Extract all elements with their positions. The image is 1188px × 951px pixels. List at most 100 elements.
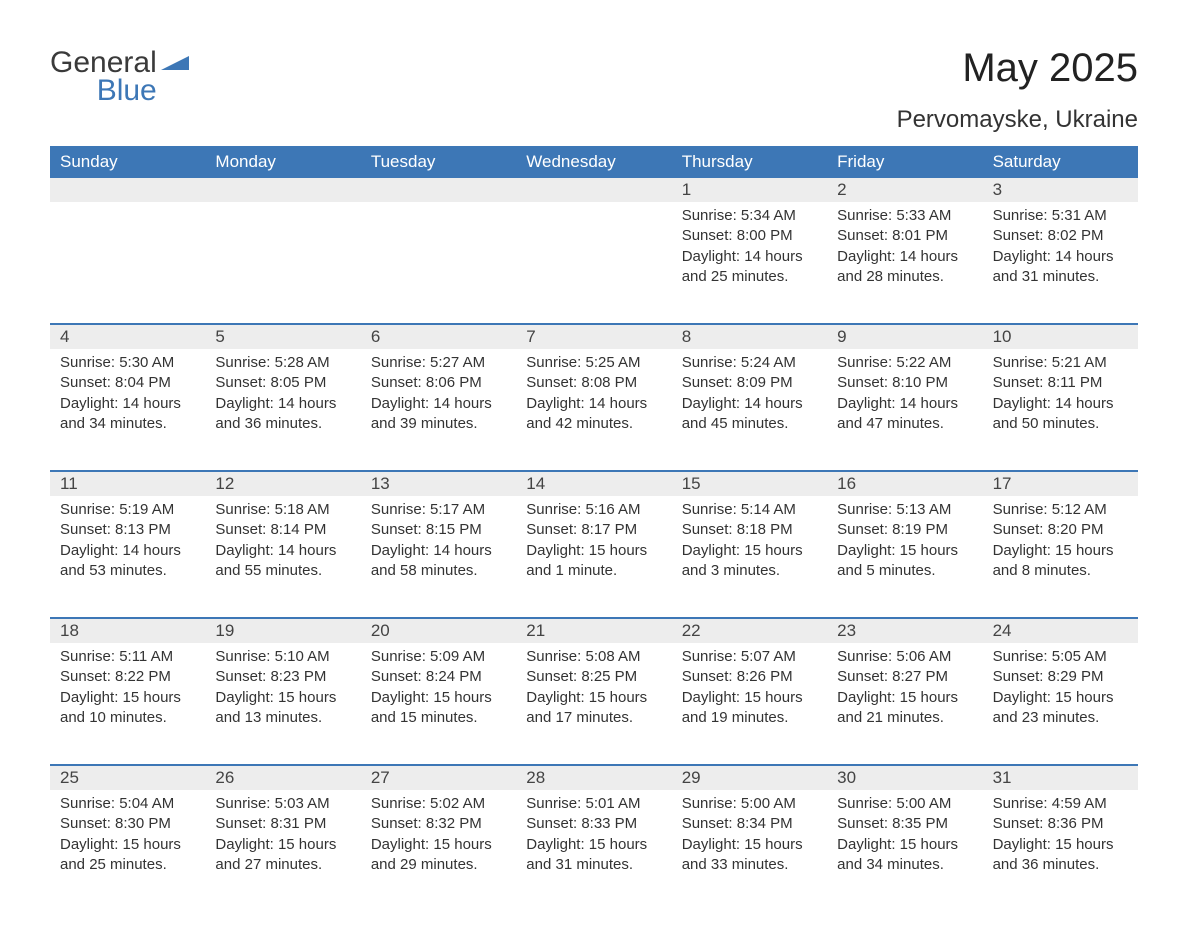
day-cell: Sunrise: 5:30 AMSunset: 8:04 PMDaylight:… — [50, 349, 205, 470]
day-info-line: Sunrise: 4:59 AM — [993, 794, 1128, 814]
day-cell: Sunrise: 5:07 AMSunset: 8:26 PMDaylight:… — [672, 643, 827, 764]
day-info-line: Daylight: 15 hours and 29 minutes. — [371, 835, 506, 876]
weekday-header: Thursday — [672, 146, 827, 178]
day-number: 1 — [672, 178, 827, 202]
day-number: 7 — [516, 325, 671, 349]
day-info-line: Daylight: 15 hours and 5 minutes. — [837, 541, 972, 582]
day-info-line: Sunset: 8:09 PM — [682, 373, 817, 393]
day-cell: Sunrise: 5:28 AMSunset: 8:05 PMDaylight:… — [205, 349, 360, 470]
day-info-line: Sunrise: 5:24 AM — [682, 353, 817, 373]
day-info-line: Sunrise: 5:19 AM — [60, 500, 195, 520]
day-info-line: Sunset: 8:36 PM — [993, 814, 1128, 834]
day-cell: Sunrise: 4:59 AMSunset: 8:36 PMDaylight:… — [983, 790, 1138, 911]
day-cell — [516, 202, 671, 323]
day-info-line: Sunrise: 5:03 AM — [215, 794, 350, 814]
week-row: 45678910Sunrise: 5:30 AMSunset: 8:04 PMD… — [50, 323, 1138, 470]
day-number: 8 — [672, 325, 827, 349]
day-info-line: Daylight: 15 hours and 31 minutes. — [526, 835, 661, 876]
day-info-line: Sunrise: 5:31 AM — [993, 206, 1128, 226]
day-cell: Sunrise: 5:19 AMSunset: 8:13 PMDaylight:… — [50, 496, 205, 617]
day-info-line: Daylight: 15 hours and 21 minutes. — [837, 688, 972, 729]
day-info-line: Sunrise: 5:13 AM — [837, 500, 972, 520]
day-info-line: Daylight: 14 hours and 53 minutes. — [60, 541, 195, 582]
day-info-line: Daylight: 14 hours and 58 minutes. — [371, 541, 506, 582]
day-cell: Sunrise: 5:02 AMSunset: 8:32 PMDaylight:… — [361, 790, 516, 911]
day-info-line: Sunrise: 5:00 AM — [837, 794, 972, 814]
day-cell: Sunrise: 5:14 AMSunset: 8:18 PMDaylight:… — [672, 496, 827, 617]
day-info-line: Sunset: 8:11 PM — [993, 373, 1128, 393]
day-number: 18 — [50, 619, 205, 643]
day-number: 15 — [672, 472, 827, 496]
day-info-line: Sunset: 8:00 PM — [682, 226, 817, 246]
day-number: 24 — [983, 619, 1138, 643]
day-info-line: Sunrise: 5:12 AM — [993, 500, 1128, 520]
day-cell: Sunrise: 5:25 AMSunset: 8:08 PMDaylight:… — [516, 349, 671, 470]
week-row: 18192021222324Sunrise: 5:11 AMSunset: 8:… — [50, 617, 1138, 764]
day-info-line: Sunrise: 5:02 AM — [371, 794, 506, 814]
day-info-line: Sunset: 8:10 PM — [837, 373, 972, 393]
weekday-header: Sunday — [50, 146, 205, 178]
day-number: 9 — [827, 325, 982, 349]
day-number: 12 — [205, 472, 360, 496]
day-info-line: Sunset: 8:13 PM — [60, 520, 195, 540]
day-cell: Sunrise: 5:12 AMSunset: 8:20 PMDaylight:… — [983, 496, 1138, 617]
day-info-line: Sunrise: 5:01 AM — [526, 794, 661, 814]
day-info-line: Daylight: 15 hours and 27 minutes. — [215, 835, 350, 876]
day-info-line: Sunset: 8:04 PM — [60, 373, 195, 393]
day-number-row: 18192021222324 — [50, 619, 1138, 643]
weeks-container: 123Sunrise: 5:34 AMSunset: 8:00 PMDaylig… — [50, 178, 1138, 911]
day-info-line: Daylight: 15 hours and 3 minutes. — [682, 541, 817, 582]
day-info-line: Sunset: 8:25 PM — [526, 667, 661, 687]
day-cell: Sunrise: 5:31 AMSunset: 8:02 PMDaylight:… — [983, 202, 1138, 323]
day-number: 5 — [205, 325, 360, 349]
day-cell: Sunrise: 5:34 AMSunset: 8:00 PMDaylight:… — [672, 202, 827, 323]
day-info-line: Sunset: 8:32 PM — [371, 814, 506, 834]
day-info-line: Sunrise: 5:11 AM — [60, 647, 195, 667]
day-number: 29 — [672, 766, 827, 790]
day-info-line: Sunset: 8:34 PM — [682, 814, 817, 834]
day-cell: Sunrise: 5:06 AMSunset: 8:27 PMDaylight:… — [827, 643, 982, 764]
day-info-line: Sunset: 8:15 PM — [371, 520, 506, 540]
day-info-line: Sunset: 8:23 PM — [215, 667, 350, 687]
day-info-line: Daylight: 14 hours and 45 minutes. — [682, 394, 817, 435]
day-info-line: Sunset: 8:05 PM — [215, 373, 350, 393]
day-number: 4 — [50, 325, 205, 349]
day-number: 26 — [205, 766, 360, 790]
day-number — [361, 178, 516, 202]
day-number: 19 — [205, 619, 360, 643]
location-label: Pervomayske, Ukraine — [897, 106, 1138, 134]
day-cell: Sunrise: 5:18 AMSunset: 8:14 PMDaylight:… — [205, 496, 360, 617]
weekday-header: Saturday — [983, 146, 1138, 178]
day-info-line: Daylight: 14 hours and 28 minutes. — [837, 247, 972, 288]
calendar: Sunday Monday Tuesday Wednesday Thursday… — [50, 146, 1138, 911]
day-cell: Sunrise: 5:00 AMSunset: 8:35 PMDaylight:… — [827, 790, 982, 911]
day-info-line: Sunset: 8:08 PM — [526, 373, 661, 393]
day-info-line: Sunset: 8:22 PM — [60, 667, 195, 687]
day-info-line: Daylight: 14 hours and 25 minutes. — [682, 247, 817, 288]
day-info-line: Daylight: 15 hours and 36 minutes. — [993, 835, 1128, 876]
day-info-line: Sunset: 8:02 PM — [993, 226, 1128, 246]
day-cell: Sunrise: 5:16 AMSunset: 8:17 PMDaylight:… — [516, 496, 671, 617]
day-info-line: Daylight: 15 hours and 15 minutes. — [371, 688, 506, 729]
week-row: 123 Sunrise: 5:34 AMSunset: 8:00 PMDaylig… — [50, 178, 1138, 323]
day-info-line: Daylight: 15 hours and 10 minutes. — [60, 688, 195, 729]
day-cell: Sunrise: 5:04 AMSunset: 8:30 PMDaylight:… — [50, 790, 205, 911]
day-info-line: Sunset: 8:24 PM — [371, 667, 506, 687]
day-info-line: Sunset: 8:19 PM — [837, 520, 972, 540]
day-number: 14 — [516, 472, 671, 496]
day-info-line: Sunrise: 5:25 AM — [526, 353, 661, 373]
day-cell: Sunrise: 5:05 AMSunset: 8:29 PMDaylight:… — [983, 643, 1138, 764]
day-info-line: Sunrise: 5:30 AM — [60, 353, 195, 373]
calendar-page: General Blue May 2025 Pervomayske, Ukrai… — [0, 0, 1188, 951]
weekday-header: Tuesday — [361, 146, 516, 178]
day-number: 2 — [827, 178, 982, 202]
day-number: 3 — [983, 178, 1138, 202]
day-info-line: Daylight: 14 hours and 55 minutes. — [215, 541, 350, 582]
day-info-line: Sunrise: 5:14 AM — [682, 500, 817, 520]
day-number-row: 45678910 — [50, 325, 1138, 349]
day-info-line: Sunrise: 5:17 AM — [371, 500, 506, 520]
day-info-line: Sunset: 8:29 PM — [993, 667, 1128, 687]
day-info-line: Sunrise: 5:28 AM — [215, 353, 350, 373]
day-number: 6 — [361, 325, 516, 349]
title-block: May 2025 Pervomayske, Ukraine — [897, 48, 1138, 134]
